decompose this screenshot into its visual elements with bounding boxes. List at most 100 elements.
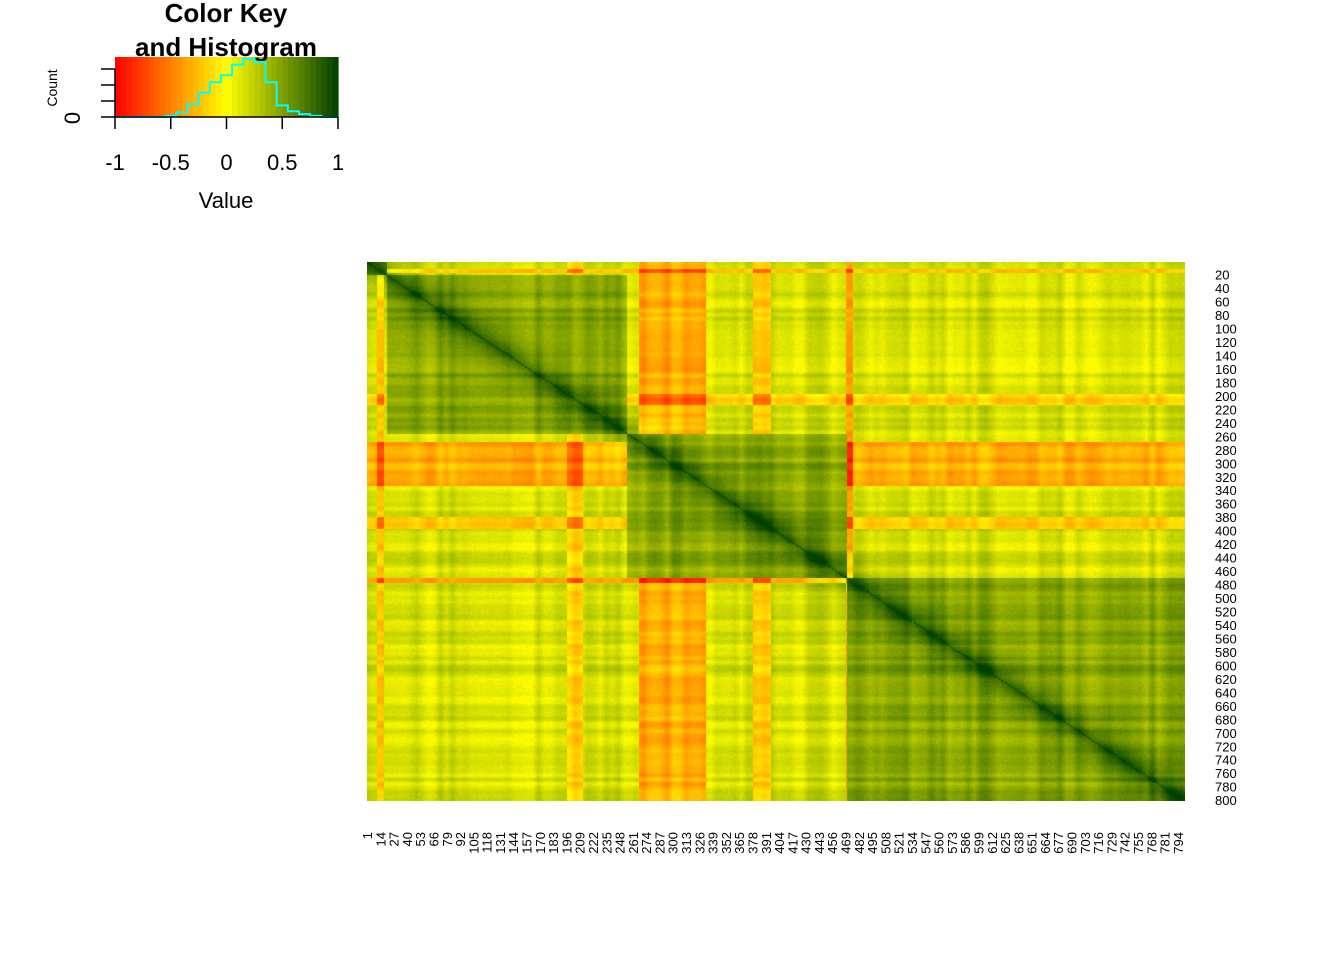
color-key-swatch <box>259 57 267 117</box>
heatmap-row-label: 260 <box>1215 429 1237 444</box>
color-key-x-label: Value <box>199 188 254 213</box>
color-key-swatch <box>304 57 311 117</box>
heatmap-column-label: 66 <box>426 832 441 846</box>
heatmap-column-label: 144 <box>506 832 521 854</box>
heatmap-row-label: 180 <box>1215 375 1237 390</box>
heatmap-row-label: 760 <box>1215 766 1237 781</box>
heatmap-row-label: 580 <box>1215 645 1237 660</box>
heatmap-column-label: 586 <box>958 832 973 854</box>
heatmap-column-label: 690 <box>1065 832 1080 854</box>
heatmap-column-label: 79 <box>440 832 455 846</box>
color-key-swatch <box>154 57 161 117</box>
color-key-swatch <box>187 57 194 117</box>
heatmap-row-label: 340 <box>1215 483 1237 498</box>
heatmap-column-label: 547 <box>918 832 933 854</box>
heatmap-row-label: 480 <box>1215 578 1237 593</box>
heatmap-row-label: 240 <box>1215 416 1237 431</box>
heatmap-column-label: 391 <box>759 832 774 854</box>
color-key-swatch <box>131 57 138 117</box>
color-key-swatch <box>293 57 300 117</box>
color-key-swatch <box>215 57 222 117</box>
color-key-x-axis: -1 -0.5 0 0.5 1 <box>105 116 344 175</box>
heatmap-row-label: 660 <box>1215 699 1237 714</box>
color-key-swatch <box>326 57 334 117</box>
heatmap-column-label: 404 <box>772 832 787 854</box>
color-key-swatch <box>298 57 306 117</box>
heatmap-row-label: 140 <box>1215 348 1237 363</box>
heatmap-column-label: 222 <box>586 832 601 854</box>
heatmap-row-label: 780 <box>1215 780 1237 795</box>
heatmap-column-label: 729 <box>1104 832 1119 854</box>
heatmap-column-label: 651 <box>1025 832 1040 854</box>
color-key-swatch <box>193 57 200 117</box>
color-key-x-tick-label: 1 <box>332 150 344 175</box>
heatmap-column-label: 560 <box>932 832 947 854</box>
color-key-swatch <box>176 57 183 117</box>
heatmap-column-label: 157 <box>520 832 535 854</box>
color-key-swatch <box>282 57 289 117</box>
heatmap-column-label: 664 <box>1038 832 1053 854</box>
heatmap-row-label: 680 <box>1215 712 1237 727</box>
color-key-swatch <box>115 57 122 117</box>
color-key-swatch <box>226 57 233 117</box>
heatmap-column-label: 105 <box>466 832 481 854</box>
color-key-swatch <box>232 57 239 117</box>
heatmap-row-label: 440 <box>1215 551 1237 566</box>
color-key-swatch <box>170 57 177 117</box>
heatmap-row-label: 360 <box>1215 497 1237 512</box>
heatmap-column-label: 352 <box>719 832 734 854</box>
heatmap-column-label: 92 <box>453 832 468 846</box>
heatmap-row-label: 740 <box>1215 753 1237 768</box>
heatmap-column-label: 456 <box>825 832 840 854</box>
heatmap-column-label: 131 <box>493 832 508 854</box>
color-key-title-line1: Color Key <box>165 0 288 28</box>
heatmap-row-label: 200 <box>1215 389 1237 404</box>
heatmap-row-label: 460 <box>1215 564 1237 579</box>
heatmap-row-label: 800 <box>1215 793 1237 808</box>
heatmap-column-label: 27 <box>387 832 402 846</box>
color-key-x-tick-label: 0.5 <box>267 150 298 175</box>
heatmap-column-label: 482 <box>852 832 867 854</box>
color-key-bar <box>115 57 339 117</box>
heatmap-column-label: 573 <box>945 832 960 854</box>
color-key-title-line2: and Histogram <box>135 32 317 62</box>
heatmap-row-label: 700 <box>1215 726 1237 741</box>
heatmap-column-labels: 1142740536679921051181311441571701831962… <box>360 832 1186 854</box>
color-key-swatch <box>126 57 133 117</box>
heatmap-column-label: 495 <box>865 832 880 854</box>
color-key-swatch <box>265 57 272 117</box>
heatmap-column-label: 300 <box>666 832 681 854</box>
color-key-x-tick-label: 0 <box>220 150 232 175</box>
color-key-y-axis <box>101 68 116 118</box>
heatmap-row-label: 20 <box>1215 268 1229 283</box>
heatmap-row-label: 160 <box>1215 362 1237 377</box>
heatmap-row-label: 100 <box>1215 322 1237 337</box>
heatmap-column-label: 508 <box>878 832 893 854</box>
heatmap-column-label: 755 <box>1131 832 1146 854</box>
heatmap-row-label: 220 <box>1215 402 1237 417</box>
heatmap-column-label: 612 <box>985 832 1000 854</box>
heatmap-column-label: 235 <box>599 832 614 854</box>
color-key-swatch <box>209 57 216 117</box>
color-key-swatch <box>321 57 328 117</box>
heatmap-column-label: 170 <box>533 832 548 854</box>
heatmap-column-label: 40 <box>400 832 415 846</box>
color-key-swatch <box>310 57 317 117</box>
heatmap-column-label: 14 <box>373 832 388 846</box>
heatmap-column-label: 768 <box>1144 832 1159 854</box>
heatmap-column-label: 274 <box>639 832 654 854</box>
heatmap-column-label: 703 <box>1078 832 1093 854</box>
color-key-x-tick-label: -0.5 <box>152 150 190 175</box>
heatmap-row-label: 300 <box>1215 456 1237 471</box>
heatmap-column-label: 248 <box>613 832 628 854</box>
color-key-swatch <box>237 57 244 117</box>
color-key-swatch <box>248 57 255 117</box>
heatmap-column-label: 638 <box>1011 832 1026 854</box>
heatmap-column-label: 716 <box>1091 832 1106 854</box>
heatmap-column-label: 287 <box>652 832 667 854</box>
color-key-swatch <box>315 57 322 117</box>
heatmap-column-label: 742 <box>1118 832 1133 854</box>
heatmap-row-label: 560 <box>1215 631 1237 646</box>
